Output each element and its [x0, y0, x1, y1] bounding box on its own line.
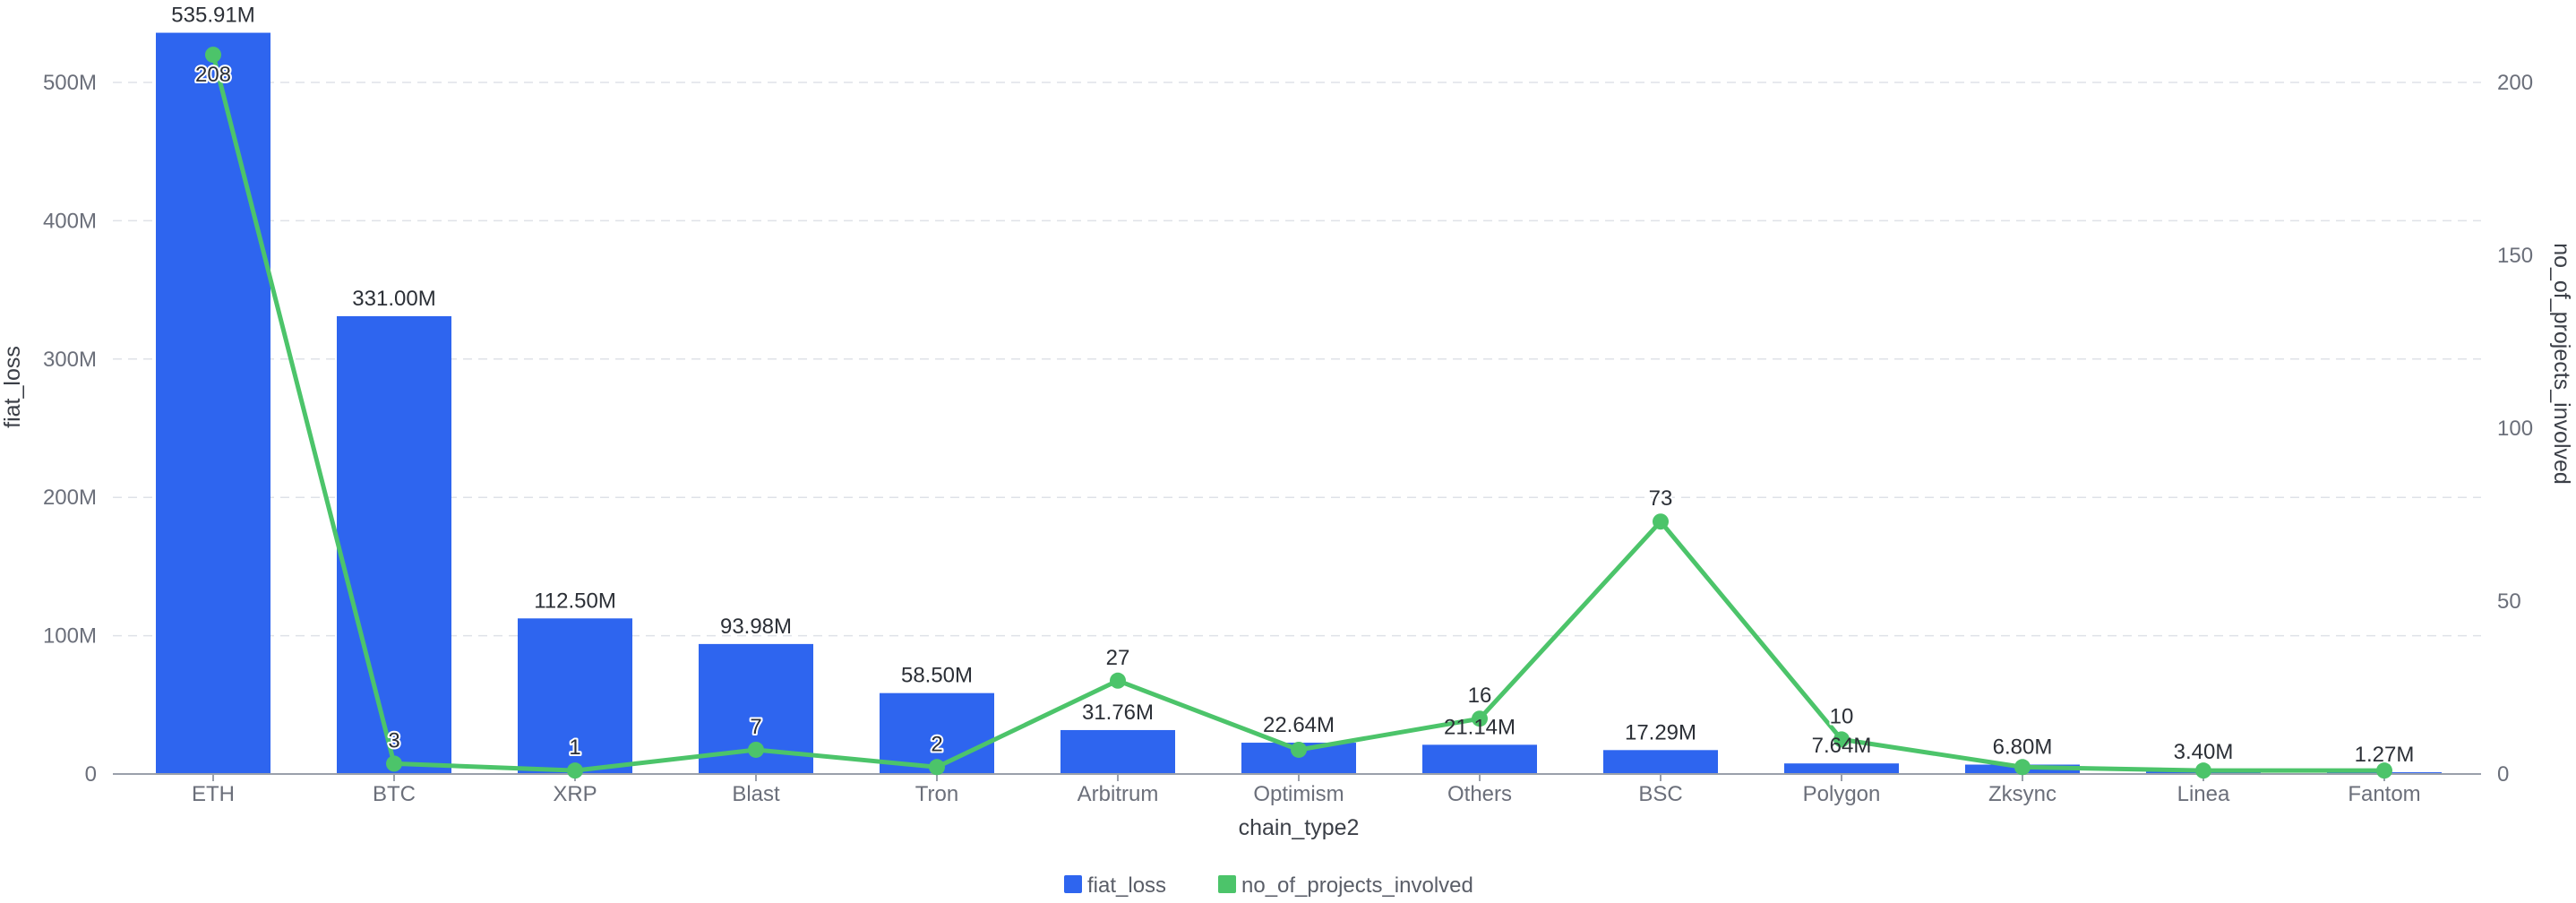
bar [1784, 763, 1899, 774]
x-tick-label: Tron [915, 782, 958, 806]
y-tick-left: 300M [43, 348, 97, 372]
y-axis-right-title: no_of_projects_involved [2549, 243, 2574, 485]
line-point [1653, 513, 1669, 530]
bar-series-fiat-loss [156, 32, 2442, 775]
line-point [205, 47, 221, 64]
bar-data-label: 31.76M [1082, 701, 1154, 725]
bar [1060, 729, 1175, 774]
x-tick-label: Blast [732, 782, 780, 806]
line-data-label: 2 [931, 732, 942, 756]
legend-label-no-of-projects-involved: no_of_projects_involved [1241, 873, 1473, 898]
x-tick-label: Linea [2177, 782, 2230, 806]
legend: fiat_loss no_of_projects_involved [1064, 873, 1473, 898]
bar-data-label: 22.64M [1263, 713, 1335, 737]
bar-data-label: 331.00M [352, 287, 435, 311]
x-tick-label: ETH [192, 782, 235, 806]
legend-item-fiat-loss[interactable]: fiat_loss [1064, 873, 1166, 898]
bar [1603, 750, 1718, 774]
bar [518, 618, 632, 774]
line-data-label: 208 [195, 63, 231, 87]
y-tick-left: 400M [43, 209, 97, 233]
x-axis-title: chain_type2 [1239, 815, 1360, 840]
y-tick-right: 100 [2497, 417, 2533, 441]
y-tick-left: 0 [85, 762, 97, 787]
bar [156, 32, 270, 775]
line-data-label: 3 [388, 728, 399, 752]
bar [1422, 744, 1537, 774]
y-axis-left-title: fiat_loss [0, 346, 25, 428]
line-data-label: 10 [1830, 704, 1854, 728]
legend-item-no-of-projects-involved[interactable]: no_of_projects_involved [1218, 873, 1473, 898]
line-point [929, 759, 945, 776]
grid-lines [113, 82, 2481, 637]
legend-label-fiat-loss: fiat_loss [1087, 873, 1166, 898]
line-point [567, 762, 583, 779]
bar-data-label: 535.91M [171, 4, 254, 28]
y-tick-right: 0 [2497, 762, 2509, 787]
x-axis: ETH BTC XRP Blast Tron Arbitrum Optimism Others… [113, 773, 2481, 806]
x-tick-label: XRP [553, 782, 597, 806]
bar-data-label: 17.29M [1625, 720, 1696, 744]
legend-swatch-fiat-loss [1064, 875, 1082, 893]
line-data-label: 16 [1468, 684, 1492, 708]
y-tick-left: 500M [43, 71, 97, 95]
line-data-label: 1 [569, 735, 580, 760]
line-point [1110, 672, 1126, 689]
x-tick-label: BSC [1638, 782, 1682, 806]
x-tick-label: Zksync [1988, 782, 2057, 806]
line-data-label: 7 [750, 715, 761, 739]
y-tick-right: 150 [2497, 244, 2533, 268]
legend-swatch-no-of-projects-involved [1218, 875, 1236, 893]
y-tick-left: 100M [43, 624, 97, 649]
x-tick-label: Optimism [1253, 782, 1344, 806]
bar-data-label: 7.64M [1812, 734, 1872, 758]
line-series-no-of-projects-involved [205, 47, 2392, 779]
line-point [386, 755, 402, 772]
line-point [748, 741, 764, 758]
line-point [2014, 759, 2031, 776]
bar-data-label: 21.14M [1444, 715, 1516, 739]
line-point [2195, 762, 2211, 779]
bar-data-label: 93.98M [720, 615, 792, 639]
bar-data-label: 1.27M [2355, 743, 2415, 767]
y-tick-right: 200 [2497, 71, 2533, 95]
bar-data-label: 3.40M [2174, 740, 2234, 764]
bar [337, 315, 451, 774]
x-tick-label: BTC [373, 782, 416, 806]
y-tick-right: 50 [2497, 589, 2521, 614]
bar-data-label: 6.80M [1993, 735, 2053, 760]
y-tick-left: 200M [43, 486, 97, 510]
line-point [1472, 710, 1488, 727]
bar-data-label: 112.50M [534, 589, 616, 613]
data-labels: 535.91M 331.00M 112.50M 93.98M 58.50M 31.76M 2… [171, 4, 2414, 767]
y-axis-right: 0 50 100 150 200 [2497, 71, 2533, 787]
line-point [1833, 731, 1850, 748]
line-point [1291, 741, 1307, 758]
x-tick-label: Arbitrum [1078, 782, 1159, 806]
y-axis-left: 0 100M 200M 300M 400M 500M [43, 71, 97, 787]
x-tick-label: Polygon [1803, 782, 1881, 806]
x-tick-label: Fantom [2348, 782, 2420, 806]
line-data-label: 73 [1649, 486, 1673, 511]
line-data-label: 27 [1106, 646, 1130, 670]
bar-data-label: 58.50M [901, 664, 973, 688]
x-tick-label: Others [1447, 782, 1512, 806]
line-point [2376, 762, 2392, 779]
